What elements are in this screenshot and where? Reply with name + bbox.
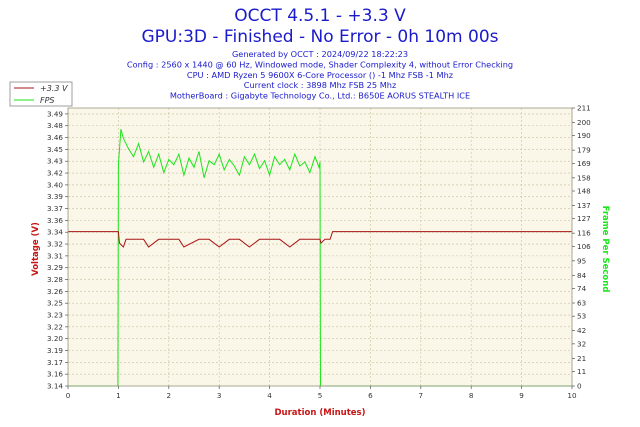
y-left-tick-label: 3.42	[47, 169, 63, 178]
series-line-fps	[68, 128, 572, 387]
y-right-tick-label: 127	[577, 214, 591, 223]
y-left-tick-label: 3.36	[47, 216, 63, 225]
y-left-tick-label: 3.25	[47, 299, 63, 308]
y-right-tick-label: 74	[577, 284, 587, 293]
y-right-tick-label: 11	[577, 367, 586, 376]
y-right-tick-label: 0	[577, 382, 582, 391]
y-right-tick-label: 53	[577, 312, 586, 321]
legend: +3.3 V FPS	[9, 81, 73, 107]
y-left-tick-label: 3.34	[47, 228, 63, 237]
info-lines: Generated by OCCT : 2024/09/22 18:22:23C…	[127, 49, 513, 101]
y-axis-left-title: Voltage (V)	[31, 222, 41, 276]
y-left-tick-label: 3.31	[47, 251, 63, 260]
y-right-tick-label: 116	[577, 229, 591, 238]
y-right-tick-label: 190	[577, 131, 591, 140]
y-left-tick-label: 3.17	[47, 358, 63, 367]
info-line: Config : 2560 x 1440 @ 60 Hz, Windowed m…	[127, 59, 513, 69]
y-left-tick-label: 3.20	[47, 334, 63, 343]
y-left-tick-label: 3.32	[47, 240, 63, 249]
info-line: Current clock : 3898 Mhz FSB 25 Mhz	[244, 80, 397, 90]
y-right-tick-label: 84	[577, 271, 587, 280]
y-left-tick-label: 3.46	[47, 133, 63, 142]
y-left-tick-label: 3.43	[47, 157, 63, 166]
x-axis-title: Duration (Minutes)	[275, 408, 366, 418]
x-tick-label: 10	[567, 391, 577, 400]
y-right-tick-label: 158	[577, 173, 591, 182]
chart-title: OCCT 4.5.1 - +3.3 V	[234, 6, 406, 26]
x-tick-label: 3	[217, 391, 222, 400]
x-tick-label: 4	[267, 391, 272, 400]
y-right-tick-label: 95	[577, 256, 586, 265]
y-left-tick-label: 3.26	[47, 287, 63, 296]
y-right-tick-label: 106	[577, 242, 591, 251]
legend-label-fps: FPS	[40, 96, 55, 105]
y-right-tick-label: 179	[577, 146, 591, 155]
y-left-tick-label: 3.28	[47, 275, 63, 284]
y-axis-right-title: Frame Per Second	[600, 206, 610, 293]
y-left-tick-label: 3.39	[47, 192, 63, 201]
y-left-tick-label: 3.23	[47, 311, 63, 320]
y-right-tick-label: 137	[577, 201, 591, 210]
legend-box	[9, 81, 73, 107]
y-left-tick-label: 3.49	[47, 109, 63, 118]
y-right-tick-label: 21	[577, 354, 586, 363]
y-right-tick-label: 148	[577, 187, 591, 196]
y-right-tick-label: 200	[577, 118, 591, 127]
y-left-tick-label: 3.48	[47, 121, 63, 130]
x-tick-label: 2	[167, 391, 172, 400]
info-line: MotherBoard : Gigabyte Technology Co., L…	[170, 91, 470, 101]
y-right-tick-label: 42	[577, 326, 586, 335]
y-right-tick-label: 32	[577, 339, 586, 348]
y-right-tick-label: 169	[577, 159, 591, 168]
legend-label-voltage: +3.3 V	[40, 84, 68, 93]
info-line: Generated by OCCT : 2024/09/22 18:22:23	[232, 49, 408, 59]
x-tick-label: 5	[318, 391, 323, 400]
y-right-tick-label: 63	[577, 298, 586, 307]
y-left-tick-label: 3.16	[47, 370, 63, 379]
y-left-tick-label: 3.40	[47, 180, 63, 189]
y-left-tick-label: 3.14	[47, 382, 63, 391]
y-right-tick-label: 211	[577, 104, 591, 113]
info-line: CPU : AMD Ryzen 5 9600X 6-Core Processor…	[187, 70, 453, 80]
series-line-voltage	[68, 231, 572, 248]
x-tick-label: 1	[116, 391, 121, 400]
x-tick-label: 7	[419, 391, 424, 400]
x-tick-label: 0	[66, 391, 71, 400]
x-axis: 0 1 2 3 4 5 6 7 8 9 10	[66, 386, 577, 400]
x-tick-label: 6	[368, 391, 373, 400]
y-axis-left: 3.14 3.16 3.17 3.19 3.20 3.22 3.23 3.25 3.26 3.28…	[47, 109, 68, 391]
chart-subtitle: GPU:3D - Finished - No Error - 0h 10m 00…	[141, 27, 498, 47]
y-left-tick-label: 3.19	[47, 346, 63, 355]
y-left-tick-label: 3.37	[47, 204, 63, 213]
y-left-tick-label: 3.45	[47, 145, 63, 154]
y-axis-right: 0 11 21 32 42 53 63 74 84 95 106 116 127 137 148 158 169…	[572, 104, 591, 391]
x-tick-label: 8	[469, 391, 474, 400]
y-left-tick-label: 3.22	[47, 322, 63, 331]
y-left-tick-label: 3.29	[47, 263, 63, 272]
series-layer	[68, 128, 572, 387]
x-tick-label: 9	[519, 391, 524, 400]
